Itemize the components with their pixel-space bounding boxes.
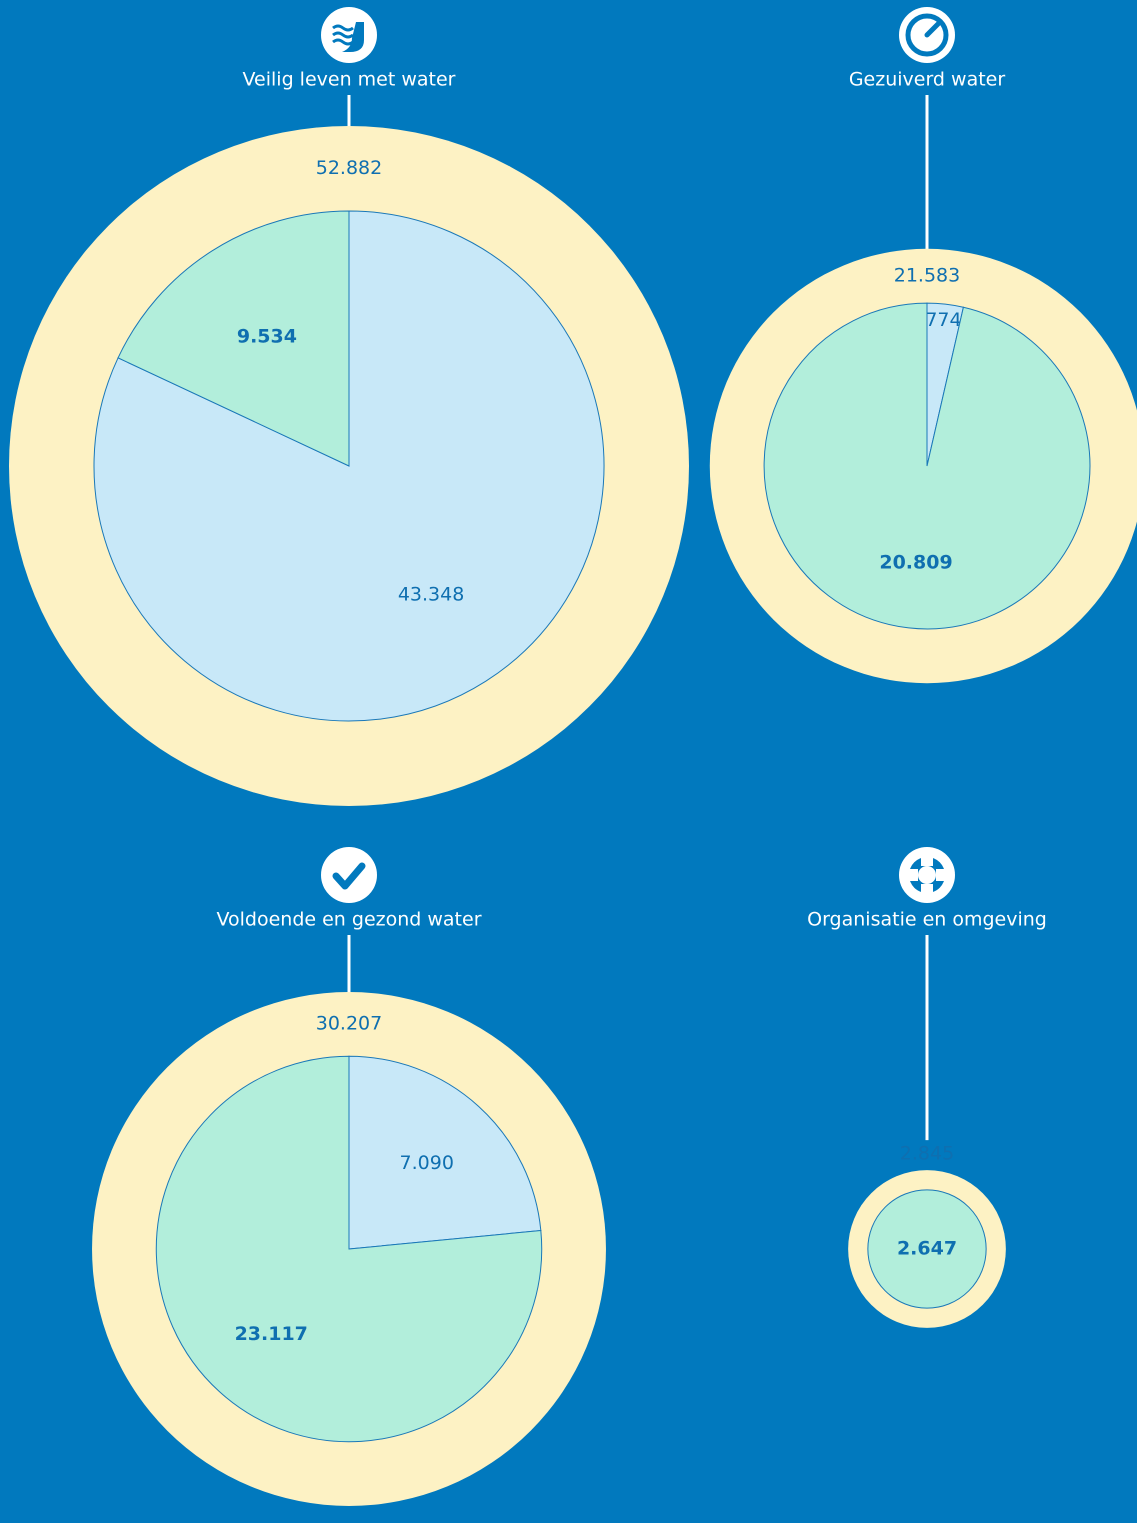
pie-slice	[867, 1189, 987, 1309]
slice-label: 2.647	[897, 1238, 957, 1260]
icon-check	[321, 847, 377, 903]
pie-slice	[348, 1055, 542, 1250]
slice-label: 9.534	[237, 325, 297, 347]
pie-slice	[763, 302, 1091, 630]
chart-title: Veilig leven met water	[243, 69, 456, 91]
slice-label: 7.090	[400, 1152, 454, 1174]
slice-label: 43.348	[398, 584, 464, 606]
icon-gauge	[899, 7, 955, 63]
total-label: 21.583	[894, 264, 960, 286]
icon-water	[321, 7, 377, 63]
total-label: 52.882	[316, 157, 382, 179]
total-label: 30.207	[316, 1013, 382, 1035]
slice-label: 23.117	[235, 1323, 308, 1345]
pie-slice	[155, 1055, 543, 1443]
chart-title: Voldoende en gezond water	[216, 909, 481, 931]
slice-label: 774	[925, 309, 961, 331]
icon-lifebuoy	[899, 847, 955, 903]
pie-slice	[117, 210, 350, 467]
chart-title: Gezuiverd water	[849, 69, 1006, 91]
total-label: 2.845	[900, 1143, 954, 1165]
slice-label: 20.809	[879, 552, 952, 574]
chart-title: Organisatie en omgeving	[807, 909, 1047, 931]
